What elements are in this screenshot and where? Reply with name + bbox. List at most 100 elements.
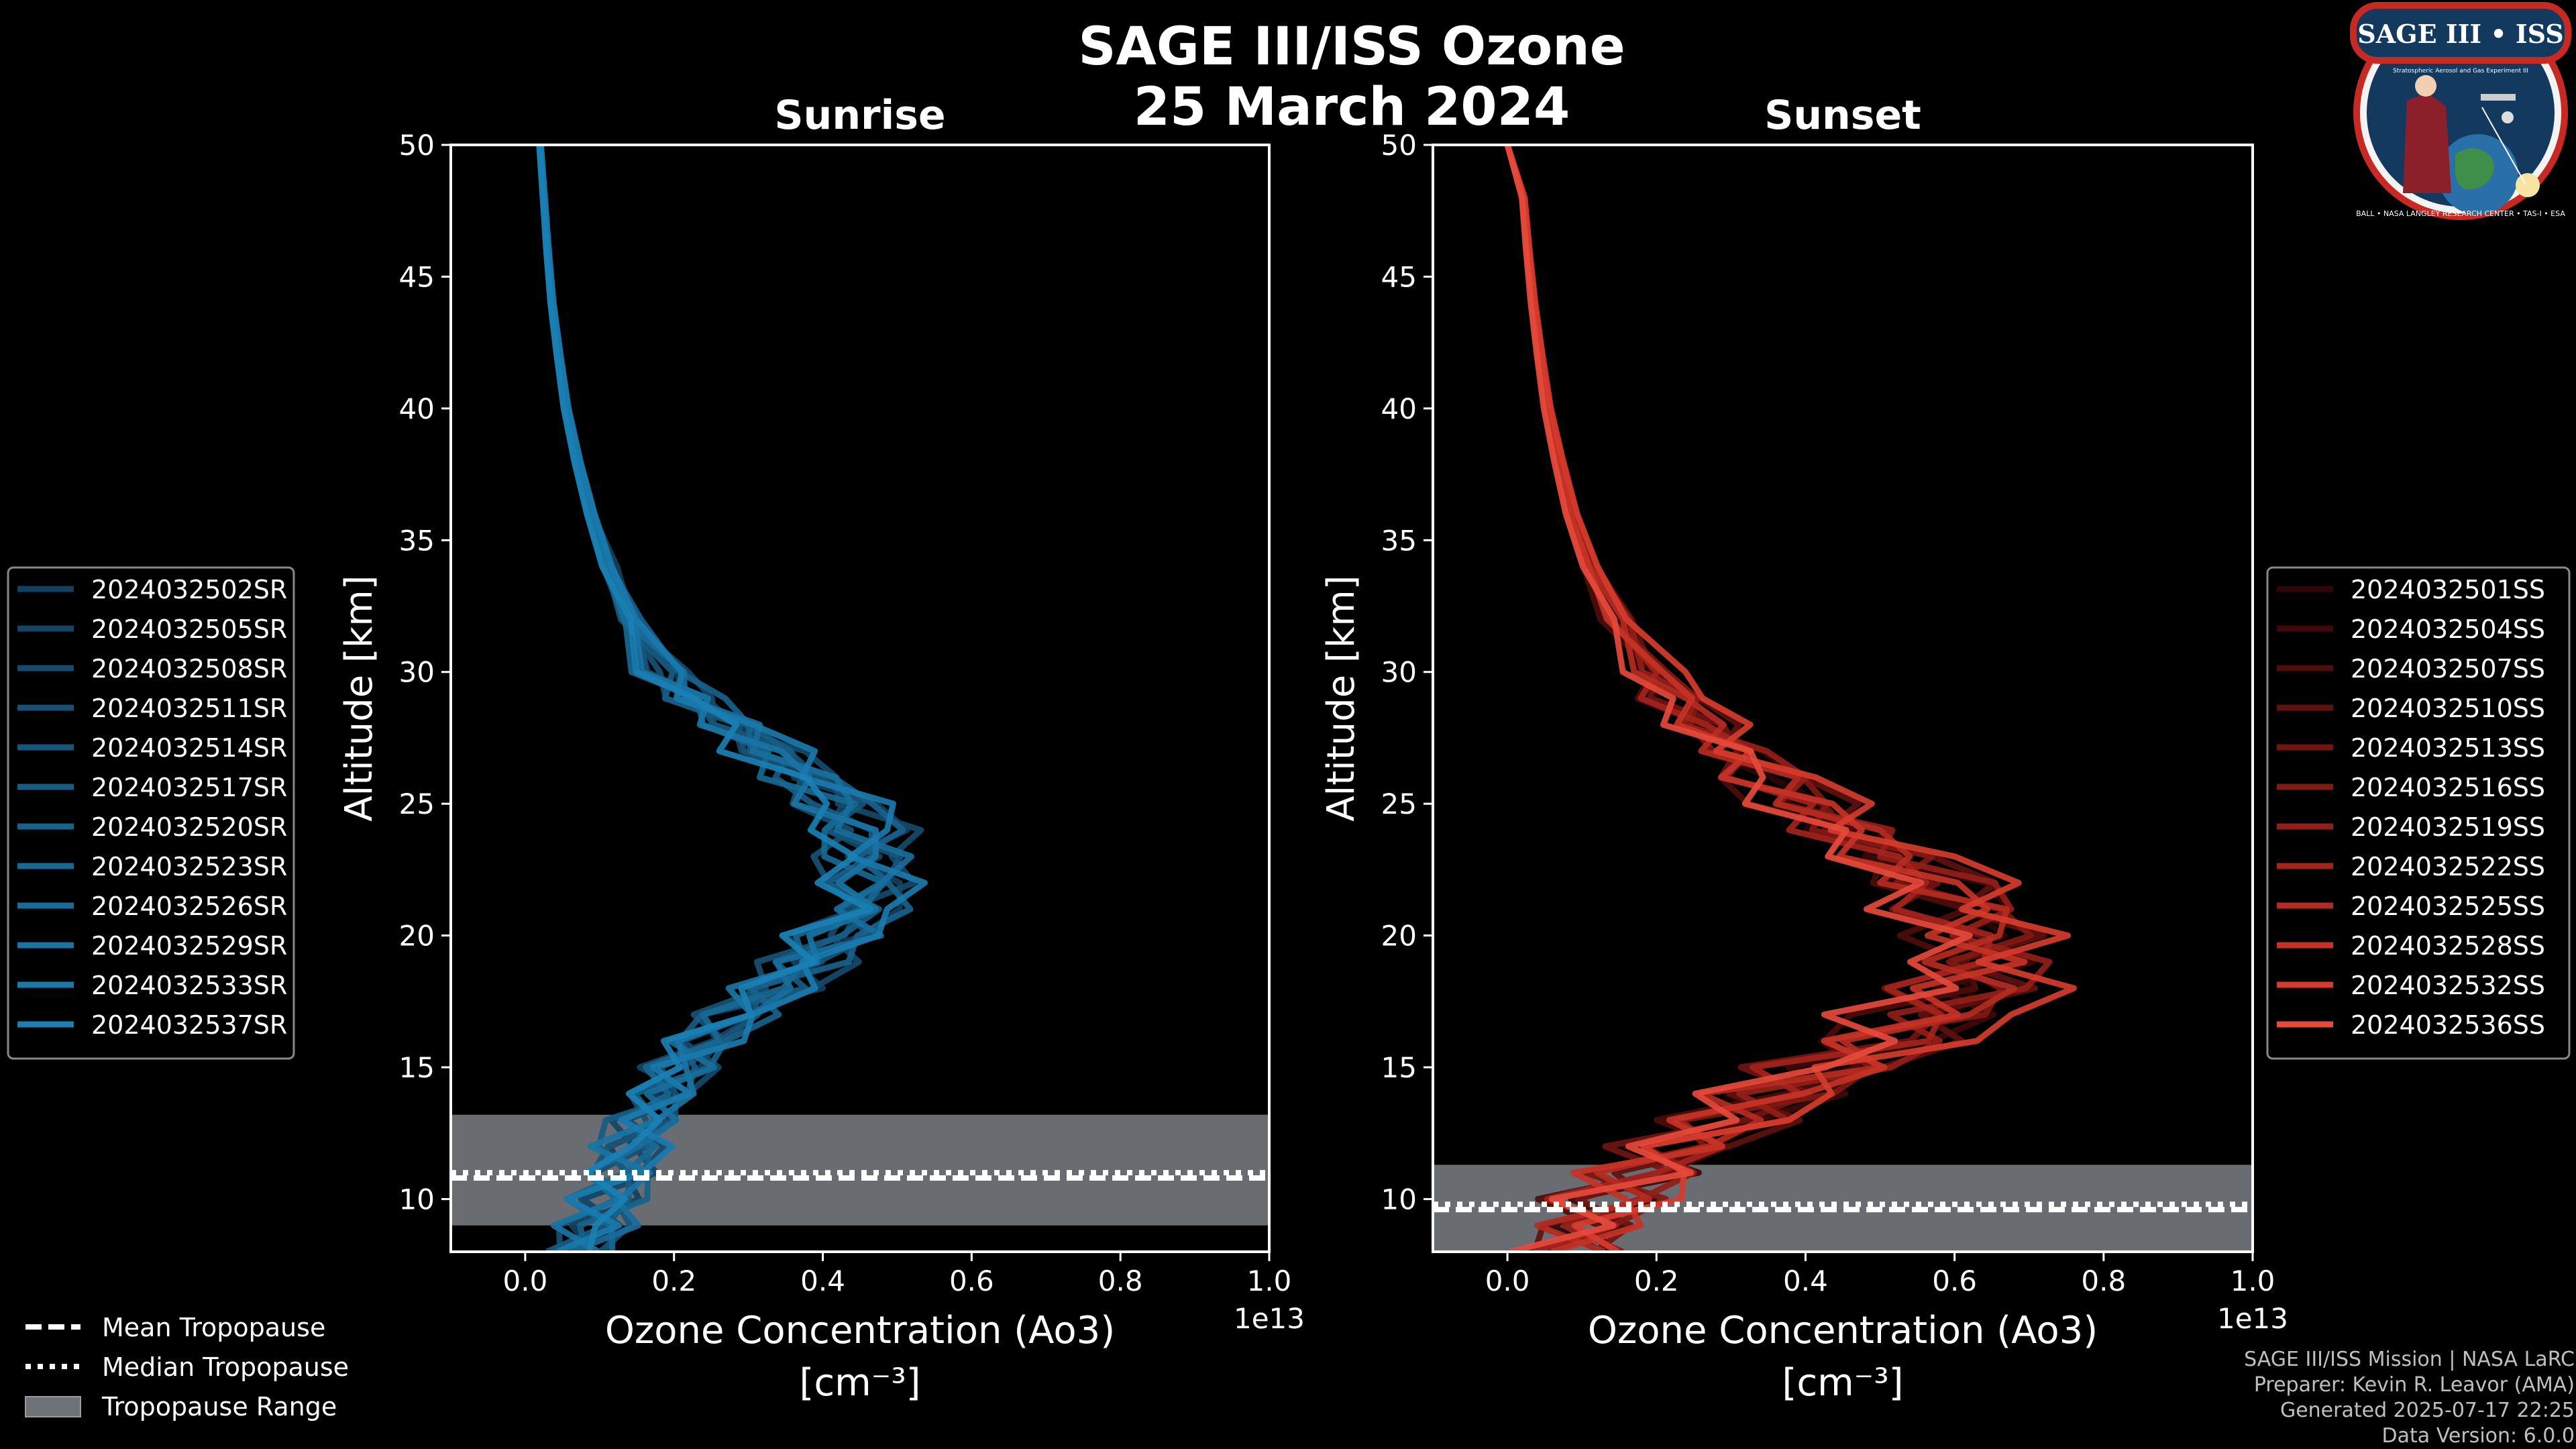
sunset-xtick-label: 0.0 — [1485, 1265, 1530, 1297]
sunrise-legend-label: 2024032514SR — [91, 733, 287, 763]
sunrise-legend-frame — [7, 566, 295, 1060]
logo-ring-text: BALL • NASA LANGLEY RESEARCH CENTER • TA… — [2356, 209, 2565, 218]
sunset-legend-label: 2024032532SS — [2351, 971, 2545, 1000]
sunset-x-scale-label: 1e13 — [2217, 1302, 2288, 1335]
sun-icon — [2516, 173, 2540, 197]
credits-version: Data Version: 6.0.0 — [2381, 1424, 2575, 1448]
sage-iii-iss-logo: SAGE III • ISS Stratospheric Aerosol and… — [2350, 2, 2571, 220]
sunset-plot-frame — [1432, 144, 2254, 1253]
figure-title-line1: SAGE III/ISS Ozone — [1078, 17, 1625, 77]
sunrise-legend-label: 2024032508SR — [91, 654, 287, 684]
sunrise-legend-label: 2024032526SR — [91, 892, 287, 921]
sunset-ytick-label: 10 — [1381, 1183, 1417, 1216]
sunrise-profile-2024032529SR — [537, 145, 879, 1252]
sunrise-profile-2024032508SR — [537, 145, 924, 1252]
tropopause-legend: Mean Tropopause Median Tropopause Tropop… — [25, 1313, 349, 1421]
sunset-xtick-label: 0.2 — [1634, 1265, 1679, 1297]
moon-icon — [2502, 111, 2514, 123]
median-tropopause-label: Median Tropopause — [102, 1352, 349, 1382]
figure-title-line2: 25 March 2024 — [1134, 77, 1570, 138]
sunset-legend-label: 2024032504SS — [2351, 614, 2545, 644]
sunrise-xlabel: Ozone Concentration (Ao3) — [605, 1309, 1115, 1352]
sunset-legend-label: 2024032510SS — [2351, 694, 2545, 723]
sunset-ytick-label: 15 — [1381, 1051, 1417, 1084]
sun-ray-icon — [2481, 107, 2526, 185]
sunrise-xtick-label: 0.6 — [949, 1265, 994, 1297]
sunrise-x-scale-label: 1e13 — [1234, 1302, 1305, 1335]
sunrise-legend-label: 2024032517SR — [91, 773, 287, 802]
sunset-xtick-label: 0.4 — [1783, 1265, 1828, 1297]
sunrise-title: Sunrise — [774, 92, 945, 139]
space-station-icon — [2481, 94, 2516, 101]
sunrise-xtick-label: 0.4 — [800, 1265, 845, 1297]
sunrise-legend-label: 2024032529SR — [91, 931, 287, 961]
sunset-ytick-label: 30 — [1381, 656, 1417, 689]
sunset-ytick-label: 20 — [1381, 920, 1417, 953]
sunset-xtick-label: 0.8 — [2081, 1265, 2126, 1297]
sunset-legend-label: 2024032513SS — [2351, 733, 2545, 763]
sunset-xlabel: Ozone Concentration (Ao3) — [1588, 1309, 2098, 1352]
sunset-legend-label: 2024032516SS — [2351, 773, 2545, 802]
sunset-panel: Sunset 0.0 0.2 0.4 0.6 0.8 1.0 10 15 20 25 30 35 40 45… — [1320, 92, 2288, 1405]
sunrise-profile-2024032533SR — [537, 145, 928, 1252]
sunset-profile-2024032525SS — [1504, 145, 2017, 1252]
sunrise-legend-label: 2024032502SR — [91, 575, 287, 604]
sunset-legend-label: 2024032528SS — [2351, 931, 2545, 961]
credits-mission: SAGE III/ISS Mission | NASA LaRC — [2244, 1348, 2575, 1371]
sunset-title: Sunset — [1764, 92, 1921, 139]
sunset-ytick-label: 50 — [1381, 129, 1417, 162]
sunrise-ytick-label: 30 — [399, 656, 435, 689]
sunset-ytick-label: 25 — [1381, 788, 1417, 820]
sunrise-legend: 2024032502SR 2024032505SR 2024032508SR 2024… — [7, 566, 295, 1060]
sunset-ytick-label: 35 — [1381, 524, 1417, 557]
sunrise-panel: Sunrise 0.0 0.2 0.4 0.6 0.8 1.0 10 15 20 25 30 35 40 4… — [337, 92, 1305, 1405]
sunset-profile-2024032532SS — [1504, 145, 2077, 1252]
sunset-legend-frame — [2266, 566, 2571, 1060]
continent-icon — [2455, 148, 2494, 190]
credits-generated: Generated 2025-07-17 22:25 — [2279, 1399, 2575, 1422]
tropopause-range-swatch — [25, 1396, 81, 1417]
sunrise-plot-frame — [449, 144, 1271, 1253]
sunrise-xtick-label: 0.8 — [1098, 1265, 1143, 1297]
sunrise-legend-label: 2024032537SR — [91, 1010, 287, 1040]
credits: SAGE III/ISS Mission | NASA LaRC Prepare… — [2244, 1347, 2575, 1449]
sunrise-legend-label: 2024032533SR — [91, 971, 287, 1000]
sunrise-ytick-label: 40 — [399, 392, 435, 425]
sunrise-ytick-label: 45 — [399, 260, 435, 293]
sunset-legend-label: 2024032525SS — [2351, 892, 2545, 921]
sunrise-ytick-label: 25 — [399, 788, 435, 820]
sunset-legend-label: 2024032519SS — [2351, 812, 2545, 842]
logo-name: SAGE III • ISS — [2357, 19, 2563, 49]
sunrise-legend-label: 2024032520SR — [91, 812, 287, 842]
credits-preparer: Preparer: Kevin R. Leavor (AMA) — [2253, 1373, 2575, 1397]
sunrise-ytick-label: 35 — [399, 524, 435, 557]
sunset-legend-label: 2024032522SS — [2351, 852, 2545, 881]
sunset-profile-2024032519SS — [1504, 145, 2053, 1252]
sunrise-legend-label: 2024032523SR — [91, 852, 287, 881]
mean-tropopause-label: Mean Tropopause — [102, 1313, 325, 1342]
sunset-legend: 2024032501SS 2024032504SS 2024032507SS 2024… — [2266, 566, 2571, 1060]
sunset-ytick-label: 45 — [1381, 260, 1417, 293]
sunrise-profile-2024032520SR — [537, 145, 914, 1252]
sunrise-legend-label: 2024032511SR — [91, 694, 287, 723]
sunrise-xlabel-units: [cm⁻³] — [799, 1361, 920, 1405]
sunset-legend-label: 2024032501SS — [2351, 575, 2545, 604]
sunset-xtick-label: 0.6 — [1932, 1265, 1977, 1297]
sunrise-xtick-label: 0.2 — [651, 1265, 696, 1297]
sunset-ylabel: Altitude [km] — [1320, 575, 1363, 821]
sunset-profile-2024032536SS — [1504, 145, 1973, 1252]
sunrise-ytick-label: 50 — [399, 129, 435, 162]
logo-inner-text: Stratospheric Aerosol and Gas Experiment… — [2393, 68, 2528, 74]
sunrise-ytick-label: 15 — [399, 1051, 435, 1084]
sunset-xlabel-units: [cm⁻³] — [1782, 1361, 1903, 1405]
astronomer-head-icon — [2415, 75, 2436, 97]
sunrise-xtick-label: 1.0 — [1247, 1265, 1292, 1297]
sunrise-xtick-label: 0.0 — [503, 1265, 548, 1297]
sunset-legend-label: 2024032507SS — [2351, 654, 2545, 684]
sunset-xtick-label: 1.0 — [2231, 1265, 2275, 1297]
sunrise-legend-label: 2024032505SR — [91, 614, 287, 644]
sunrise-ytick-label: 10 — [399, 1183, 435, 1216]
sunset-legend-label: 2024032536SS — [2351, 1010, 2545, 1040]
sunrise-ytick-label: 20 — [399, 920, 435, 953]
